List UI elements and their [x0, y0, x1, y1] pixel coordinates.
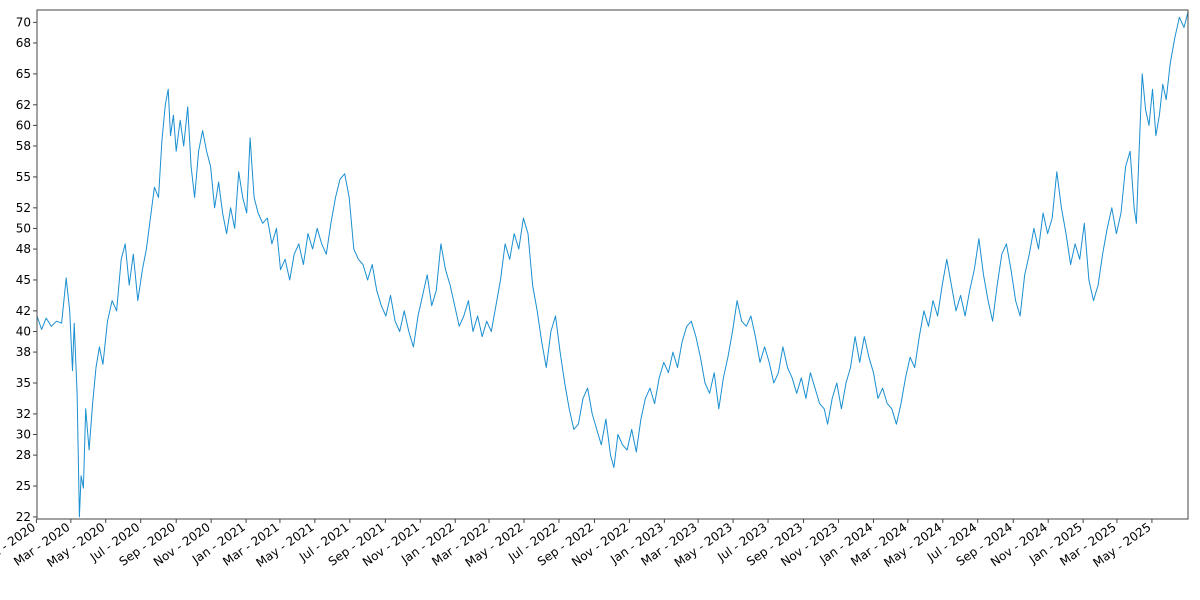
y-tick-label: 68 [16, 36, 31, 50]
y-tick-label: 52 [16, 201, 31, 215]
y-tick-label: 70 [16, 15, 31, 29]
y-tick-label: 32 [16, 407, 31, 421]
y-tick-label: 30 [16, 428, 31, 442]
y-tick-label: 65 [16, 67, 31, 81]
plot-frame [36, 9, 1189, 520]
y-tick-label: 42 [16, 304, 31, 318]
y-tick-label: 38 [16, 345, 31, 359]
series-line [36, 11, 1189, 518]
plot-background [37, 10, 1188, 519]
y-tick-label: 60 [16, 118, 31, 132]
y-tick-label: 28 [16, 448, 31, 462]
series-layer [36, 11, 1189, 518]
y-tick-label: 50 [16, 221, 31, 235]
y-tick-label: 48 [16, 242, 31, 256]
y-tick-label: 45 [16, 273, 31, 287]
y-tick-label: 55 [16, 170, 31, 184]
y-tick-label: 40 [16, 324, 31, 338]
y-tick-label: 22 [16, 510, 31, 524]
y-tick-label: 58 [16, 139, 31, 153]
y-tick-label: 25 [16, 479, 31, 493]
y-axis: 22 25 28 30 32 35 38 40 42 45 48 50 52 55 58 60 62 65 68 70 [16, 15, 37, 524]
y-tick-label: 62 [16, 98, 31, 112]
y-tick-label: 35 [16, 376, 31, 390]
